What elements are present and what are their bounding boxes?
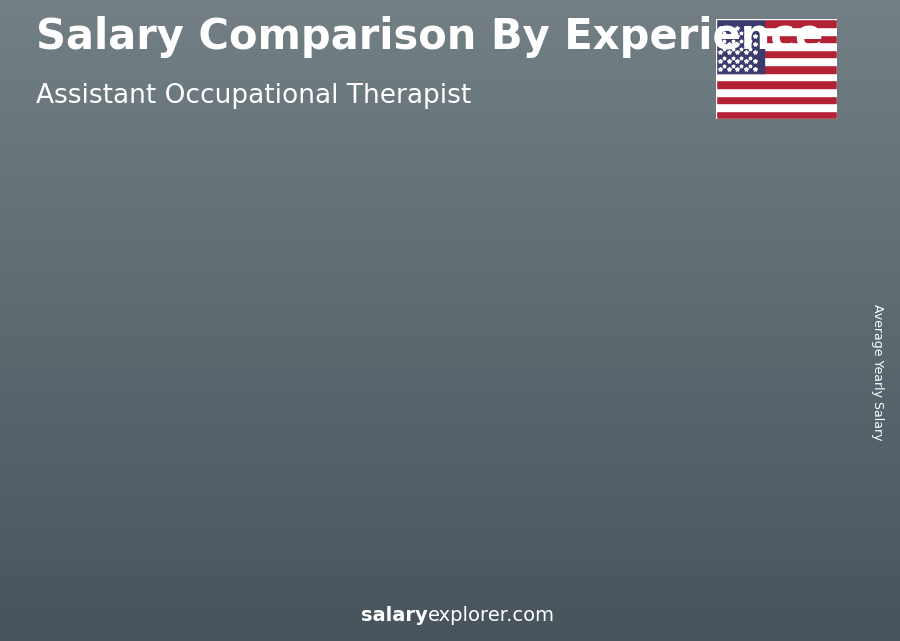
Bar	[272, 420, 277, 551]
Bar	[0, 160, 900, 176]
Text: salary: salary	[361, 606, 428, 625]
Bar	[144, 445, 149, 551]
Bar	[596, 313, 601, 551]
Bar	[0, 465, 900, 481]
Bar	[467, 335, 534, 338]
Bar	[716, 35, 837, 42]
Bar	[0, 64, 900, 80]
Text: +10%: +10%	[516, 241, 614, 270]
Bar	[0, 304, 900, 320]
Bar	[211, 420, 277, 424]
Bar	[716, 103, 837, 111]
Bar	[0, 272, 900, 288]
Bar	[716, 72, 837, 80]
Bar	[467, 335, 534, 551]
Bar	[716, 111, 837, 119]
Bar	[211, 420, 277, 551]
Bar	[0, 561, 900, 577]
Bar	[716, 58, 837, 65]
Bar	[716, 42, 837, 50]
Bar	[0, 433, 900, 449]
Text: 58,500 USD: 58,500 USD	[250, 399, 349, 417]
Bar	[0, 449, 900, 465]
Bar	[657, 313, 662, 551]
Bar	[716, 50, 837, 58]
Bar	[0, 32, 900, 48]
Bar	[0, 529, 900, 545]
Text: +17%: +17%	[387, 253, 486, 282]
Bar	[0, 609, 900, 625]
Bar	[0, 497, 900, 513]
Bar	[0, 288, 900, 304]
Bar	[0, 337, 900, 353]
Bar	[786, 299, 791, 551]
Bar	[0, 513, 900, 529]
Bar	[0, 625, 900, 641]
Bar	[0, 144, 900, 160]
Bar	[339, 366, 344, 551]
Bar	[0, 112, 900, 128]
Text: 83,000 USD: 83,000 USD	[379, 344, 478, 362]
Bar	[529, 335, 534, 551]
Bar	[724, 299, 791, 551]
Bar	[82, 445, 87, 551]
Bar	[0, 96, 900, 112]
Bar	[716, 80, 837, 88]
Bar	[0, 128, 900, 144]
Bar	[339, 366, 406, 369]
Bar	[0, 417, 900, 433]
Bar	[0, 16, 900, 32]
Bar	[0, 240, 900, 256]
Text: explorer.com: explorer.com	[428, 606, 554, 625]
Bar	[716, 27, 837, 35]
Bar	[0, 577, 900, 593]
Bar	[716, 19, 764, 72]
Bar	[596, 313, 662, 551]
Bar	[0, 545, 900, 561]
Bar	[0, 385, 900, 401]
Bar	[82, 445, 149, 448]
Bar	[400, 366, 406, 551]
Text: 113,000 USD: 113,000 USD	[764, 278, 873, 296]
Text: 96,900 USD: 96,900 USD	[507, 313, 606, 331]
Bar	[0, 401, 900, 417]
Bar	[0, 369, 900, 385]
Text: +42%: +42%	[259, 274, 357, 303]
Bar	[0, 0, 900, 16]
Text: +6%: +6%	[654, 235, 732, 264]
Bar	[0, 192, 900, 208]
Bar	[0, 320, 900, 337]
Bar	[724, 299, 729, 551]
Bar	[716, 19, 837, 27]
Bar	[0, 256, 900, 272]
Text: 107,000 USD: 107,000 USD	[635, 291, 745, 309]
Bar	[339, 366, 406, 551]
Bar	[716, 96, 837, 103]
Bar	[0, 48, 900, 64]
Bar	[467, 335, 472, 551]
Bar	[82, 445, 149, 551]
Bar	[724, 299, 791, 303]
Bar	[0, 481, 900, 497]
Bar	[0, 80, 900, 96]
Bar	[596, 313, 662, 315]
Bar	[716, 65, 837, 72]
Text: 47,700 USD: 47,700 USD	[122, 423, 220, 441]
Bar	[0, 208, 900, 224]
Bar	[0, 353, 900, 369]
Text: Assistant Occupational Therapist: Assistant Occupational Therapist	[36, 83, 472, 110]
Text: +23%: +23%	[130, 319, 229, 347]
Bar	[0, 224, 900, 240]
Bar	[0, 593, 900, 609]
Bar	[211, 420, 216, 551]
Text: Average Yearly Salary: Average Yearly Salary	[871, 304, 884, 440]
Bar	[0, 176, 900, 192]
Text: Salary Comparison By Experience: Salary Comparison By Experience	[36, 16, 824, 58]
Bar	[716, 88, 837, 96]
